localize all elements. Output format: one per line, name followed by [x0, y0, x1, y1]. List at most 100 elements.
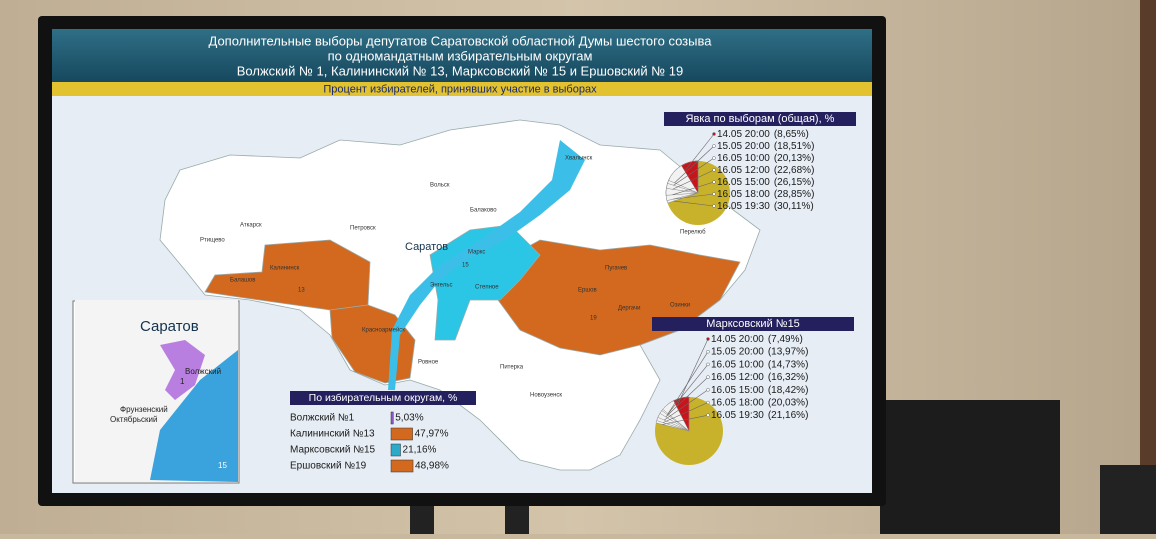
- leader-dot: [712, 180, 716, 184]
- leader-line: [662, 402, 709, 423]
- entry-value: (26,15%): [774, 177, 815, 188]
- leader-dot: [712, 132, 716, 136]
- leader-dot: [706, 337, 710, 341]
- leader-line: [684, 133, 715, 172]
- panel-title-bg: [290, 391, 476, 405]
- pie-entry: 16.05 19:30 (30,11%): [717, 201, 814, 212]
- map-label: Озинки: [670, 303, 690, 309]
- map-label: Степное: [475, 285, 499, 291]
- district-value: 47,97%: [415, 429, 449, 440]
- entry-time: 15.05 20:00: [717, 141, 770, 152]
- map-label: Маркс: [468, 250, 485, 256]
- map-label: Саратов: [405, 241, 448, 253]
- leader-dot: [706, 375, 710, 379]
- title-line: Волжский № 1, Калининский № 13, Марксовс…: [237, 63, 683, 78]
- inset-volzhsky: [160, 340, 205, 400]
- district-kalininsk: [204, 239, 371, 311]
- entry-value: (22,68%): [774, 165, 815, 176]
- leader-line: [673, 200, 715, 207]
- map-label: Новоузенск: [530, 393, 562, 399]
- entry-time: 16.05 19:30: [711, 410, 764, 421]
- title-line: по одномандатным избирательным округам: [328, 48, 593, 63]
- entry-value: (18,42%): [768, 384, 809, 395]
- entry-time: 16.05 15:00: [717, 177, 770, 188]
- header-bar: [52, 29, 872, 82]
- district-bar: [390, 443, 401, 457]
- pie-entry: 16.05 12:00 (16,32%): [711, 372, 808, 383]
- district-name: Волжский №1: [290, 413, 355, 424]
- district-name: Калининский №13: [290, 429, 375, 440]
- district-value: 5,03%: [395, 413, 423, 424]
- leader-line: [676, 338, 709, 407]
- leader-dot: [712, 144, 716, 148]
- entry-value: (18,51%): [774, 141, 815, 152]
- leader-dot: [706, 400, 710, 405]
- pie-entry: 16.05 10:00 (20,13%): [717, 153, 814, 164]
- entry-time: 16.05 10:00: [717, 153, 770, 164]
- inset-label: Фрунзенский: [120, 405, 168, 414]
- map-label: Дергачи: [618, 306, 640, 312]
- district-value: 48,98%: [415, 461, 449, 472]
- pie-entry: 14.05 20:00 (7,49%): [711, 334, 803, 345]
- pie-entry: 16.05 12:00 (22,68%): [717, 165, 814, 176]
- map-label: Пугачев: [605, 266, 627, 272]
- entry-time: 16.05 18:00: [711, 397, 764, 408]
- inset-label: 15: [218, 461, 227, 470]
- pie-entry: 16.05 18:00 (28,85%): [717, 189, 814, 200]
- leader-line: [672, 181, 715, 196]
- title: Дополнительные выборы депутатов Саратовс…: [209, 33, 713, 78]
- panel-title: По избирательным округам, %: [309, 392, 458, 404]
- pie-entry: 14.05 20:00 (8,65%): [717, 129, 809, 140]
- map-label: Калининск: [270, 266, 300, 272]
- pie-entry: 16.05 18:00 (20,03%): [711, 397, 808, 408]
- third-monitor: [1100, 465, 1156, 534]
- map-label: Хвалынск: [565, 156, 593, 162]
- map-label: Балаково: [470, 208, 497, 214]
- volga-river: [388, 140, 585, 390]
- entry-value: (14,73%): [768, 359, 809, 370]
- entry-value: (20,13%): [774, 153, 815, 164]
- leader-line: [663, 389, 709, 421]
- inset-river: [150, 350, 238, 482]
- entry-time: 16.05 18:00: [717, 189, 770, 200]
- title-line: Дополнительные выборы депутатов Саратовс…: [209, 33, 713, 48]
- second-monitor: [880, 400, 1060, 534]
- leader-line: [667, 364, 709, 415]
- inset-label: Волжский: [185, 367, 221, 376]
- entry-value: (28,85%): [774, 189, 815, 200]
- pie-entry: 16.05 19:30 (21,16%): [711, 410, 808, 421]
- map-label: 15: [462, 263, 469, 269]
- map-label: Ершов: [578, 288, 597, 294]
- entry-time: 16.05 12:00: [711, 372, 764, 383]
- subtitle: Процент избирателей, принявших участие в…: [323, 83, 597, 95]
- map-label: Красноармейск: [362, 327, 405, 334]
- district-bars: Волжский №1 5,03% Калининский №13 47,97% Мар…: [290, 411, 449, 473]
- district-name: Ершовский №19: [290, 461, 367, 472]
- entry-time: 14.05 20:00: [711, 334, 764, 345]
- inset-label: 1: [180, 377, 185, 386]
- entry-time: 15.05 20:00: [711, 346, 764, 357]
- district-name: Марксовский №15: [290, 445, 376, 456]
- district-marks: [429, 224, 541, 341]
- panel-title: Марксовский №15: [706, 318, 800, 330]
- entry-time: 16.05 15:00: [711, 384, 764, 395]
- map-label: Петровск: [350, 226, 376, 232]
- district-bar: [390, 427, 413, 441]
- inset-label: Октябрьский: [110, 415, 157, 424]
- entry-time: 14.05 20:00: [717, 129, 770, 140]
- map-labels: Саратов Калининск 13 Маркс 15 Ершов 19 Красноар…: [200, 156, 706, 399]
- district-bar: [390, 459, 414, 473]
- entry-value: (7,49%): [768, 334, 803, 345]
- leader-line: [667, 351, 709, 414]
- entry-value: (21,16%): [768, 410, 809, 421]
- entry-value: (13,97%): [768, 346, 809, 357]
- pie-entry: 16.05 10:00 (14,73%): [711, 359, 808, 370]
- subtitle-bar: [52, 82, 872, 96]
- leader-dot: [706, 413, 710, 417]
- entry-value: (16,32%): [768, 372, 809, 383]
- leader-dot: [706, 388, 710, 392]
- leader-line: [662, 414, 709, 425]
